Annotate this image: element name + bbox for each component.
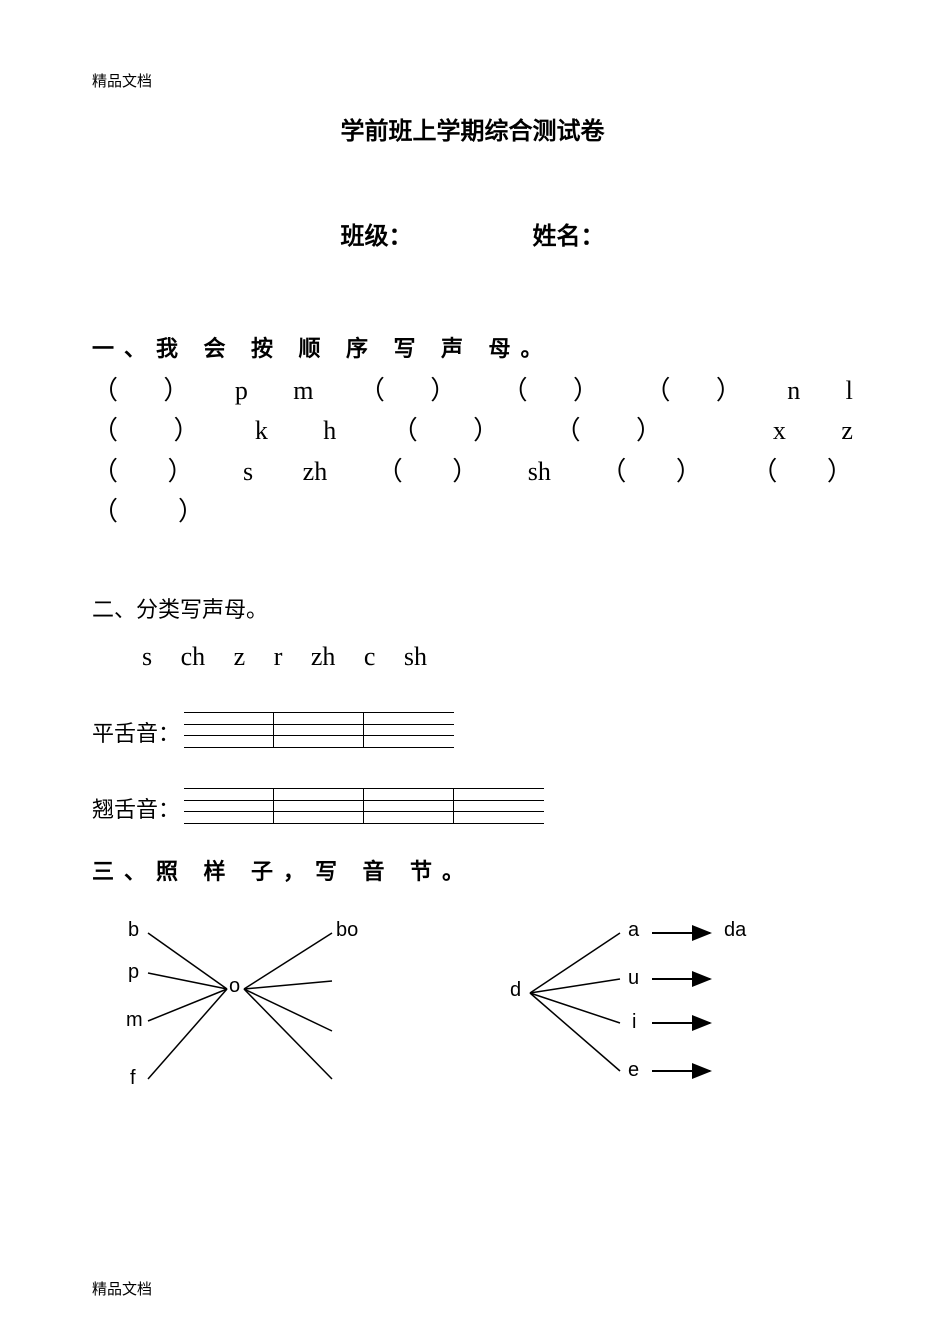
grid-cell: [274, 713, 364, 747]
q1-row-3: （）: [92, 492, 853, 532]
diagram-left: o b p m f bo: [112, 911, 372, 1101]
grid-cell: [274, 789, 364, 823]
q1-row-1: （） kh （） （） xz: [92, 411, 853, 451]
header-watermark: 精品文档: [92, 70, 853, 91]
page-title: 学前班上学期综合测试卷: [92, 111, 853, 146]
name-label: 姓名：: [533, 224, 605, 250]
curl-tone-label: 翘舌音：: [92, 792, 180, 824]
dr-br-e: e: [628, 1059, 639, 1082]
flat-tone-row: 平舌音：: [92, 712, 853, 748]
q1-row-0: （） pm （） （） （） nl: [92, 371, 853, 411]
curl-tone-row: 翘舌音：: [92, 788, 853, 824]
grid-cell: [364, 713, 454, 747]
grid-cell: [364, 789, 454, 823]
q2-title: 二、分类写声母。: [92, 592, 853, 624]
class-label: 班级：: [341, 224, 413, 250]
dr-center-d: d: [510, 979, 521, 1002]
diagram-left-lines: [112, 911, 372, 1101]
q3-title: 三、照 样 子，写 音 节。: [92, 854, 853, 886]
dr-br-a: a: [628, 919, 639, 942]
dl-in-p: p: [128, 961, 139, 984]
grid-cell: [184, 789, 274, 823]
dl-in-f: f: [130, 1067, 136, 1090]
diagram-right: d a u i e da: [502, 911, 802, 1101]
diagram-right-lines: [502, 911, 802, 1101]
footer-watermark: 精品文档: [92, 1278, 152, 1299]
q1-row-2: （） szh （） sh （） （）: [92, 452, 853, 492]
name-fields: 班级： 姓名：: [92, 216, 853, 251]
dl-center-o: o: [229, 975, 240, 998]
flat-tone-label: 平舌音：: [92, 716, 180, 748]
flat-tone-grid: [184, 712, 454, 748]
dl-in-b: b: [128, 919, 139, 942]
dr-out-da: da: [724, 919, 746, 942]
q1-body: （） pm （） （） （） nl （） kh （） （） xz （） szh …: [92, 371, 853, 532]
dl-out-bo: bo: [336, 919, 358, 942]
grid-cell: [184, 713, 274, 747]
grid-cell: [454, 789, 544, 823]
q2-letters: s ch z r zh c sh: [142, 642, 853, 672]
curl-tone-grid: [184, 788, 544, 824]
dr-br-u: u: [628, 967, 639, 990]
q1-title: 一、我 会 按 顺 序 写 声 母。: [92, 331, 853, 363]
dl-in-m: m: [126, 1009, 143, 1032]
q3-diagrams: o b p m f bo d a u i e da: [112, 911, 853, 1101]
dr-br-i: i: [632, 1011, 636, 1034]
